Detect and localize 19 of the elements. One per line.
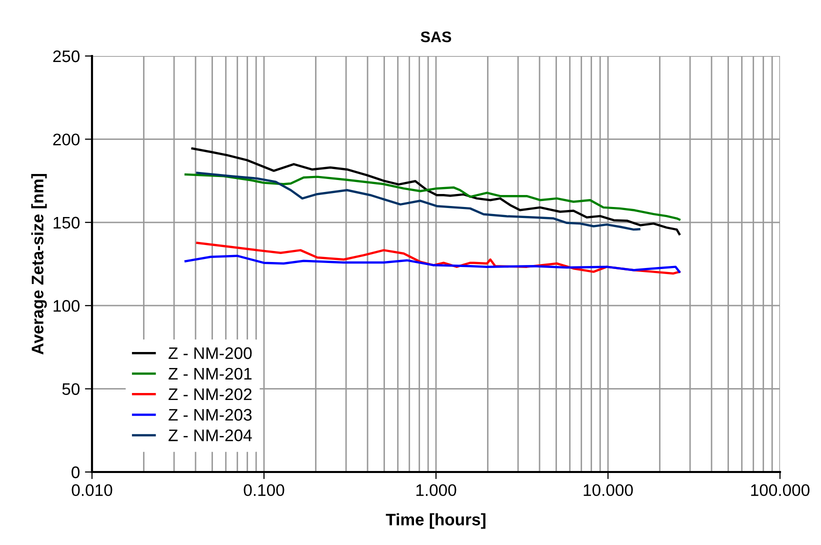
y-tick-label: 50 [62,383,80,396]
chart-title: SAS [420,31,452,42]
x-tick-label: 10.000 [584,484,633,496]
legend-label: Z - NM-204 [168,429,252,442]
y-axis-title: Average Zeta-size [nm] [31,174,47,354]
y-tick-label: 200 [53,134,80,146]
x-axis-title: Time [hours] [386,513,486,529]
x-tick-label: 1.000 [416,484,456,496]
y-tick-label: 150 [54,216,80,229]
legend-label: Z - NM-202 [168,388,252,400]
y-tick-label: 250 [53,50,80,62]
x-tick-label: 0.010 [72,484,112,496]
legend-label: Z - NM-201 [168,368,252,380]
y-tick-label: 100 [54,300,80,312]
x-tick-label: 100.000 [751,484,810,496]
x-tick-label: 0.100 [244,484,284,496]
y-tick-label: 0 [72,466,80,478]
legend-label: Z - NM-200 [168,347,252,360]
legend-label: Z - NM-203 [168,408,252,421]
